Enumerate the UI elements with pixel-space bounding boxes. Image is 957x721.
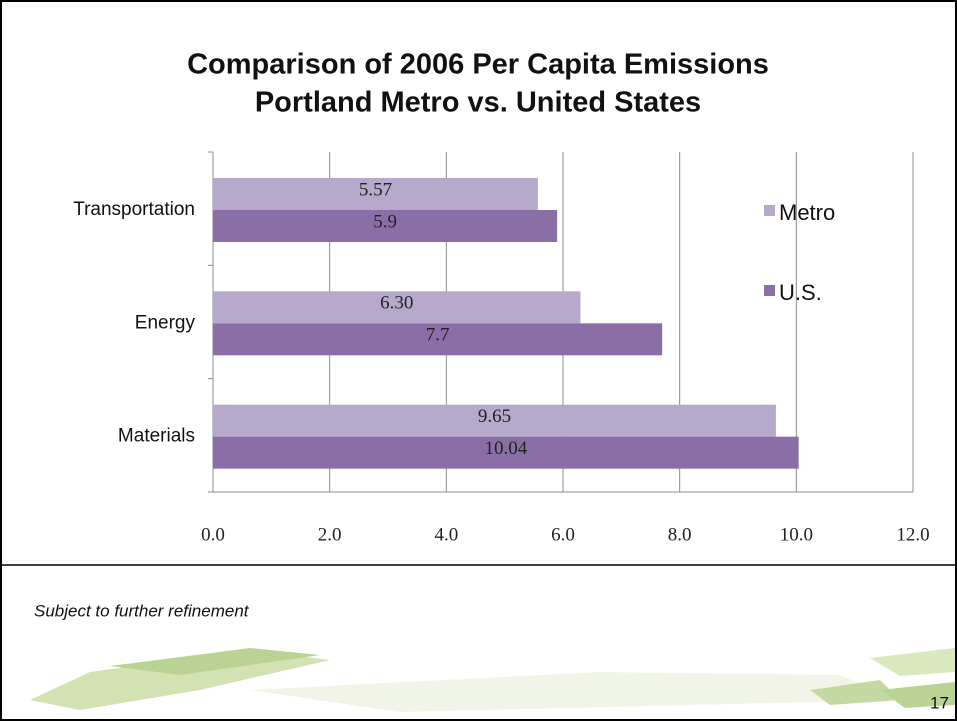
legend-label: Metro bbox=[779, 200, 835, 225]
footer-decoration bbox=[30, 648, 955, 712]
x-tick-label: 12.0 bbox=[896, 524, 929, 545]
x-tick-label: 6.0 bbox=[551, 524, 575, 545]
bar bbox=[213, 436, 799, 469]
decor-strip bbox=[880, 682, 955, 708]
bar bbox=[213, 178, 538, 210]
x-tick-label: 10.0 bbox=[780, 524, 813, 545]
y-tick-label: Energy bbox=[135, 312, 196, 333]
x-tick-label: 8.0 bbox=[668, 524, 692, 545]
data-label: 5.9 bbox=[373, 211, 397, 232]
bar bbox=[213, 404, 776, 437]
legend-label: U.S. bbox=[779, 280, 822, 305]
data-label: 6.30 bbox=[380, 293, 413, 314]
decor-strip bbox=[250, 672, 900, 712]
x-tick-label: 2.0 bbox=[318, 524, 342, 545]
data-label: 9.65 bbox=[478, 406, 511, 427]
decor-strip bbox=[810, 680, 900, 705]
legend-swatch bbox=[764, 285, 775, 296]
decor-strip bbox=[30, 650, 330, 710]
bar bbox=[213, 291, 581, 324]
decor-strip bbox=[870, 648, 955, 676]
bar bbox=[213, 210, 558, 242]
data-label: 7.7 bbox=[426, 325, 450, 346]
chart-title: Comparison of 2006 Per Capita Emissions bbox=[187, 49, 769, 81]
x-tick-label: 0.0 bbox=[201, 524, 225, 545]
data-label: 5.57 bbox=[359, 179, 392, 200]
page-number: 17 bbox=[930, 693, 949, 712]
y-tick-label: Transportation bbox=[73, 199, 195, 220]
bar bbox=[213, 323, 663, 356]
chart-subtitle: Portland Metro vs. United States bbox=[255, 87, 701, 119]
footnote: Subject to further refinement bbox=[34, 601, 250, 620]
legend-swatch bbox=[764, 205, 775, 216]
x-tick-label: 4.0 bbox=[434, 524, 458, 545]
y-tick-label: Materials bbox=[118, 426, 195, 447]
data-label: 10.04 bbox=[484, 438, 527, 459]
decor-strip bbox=[110, 648, 320, 675]
